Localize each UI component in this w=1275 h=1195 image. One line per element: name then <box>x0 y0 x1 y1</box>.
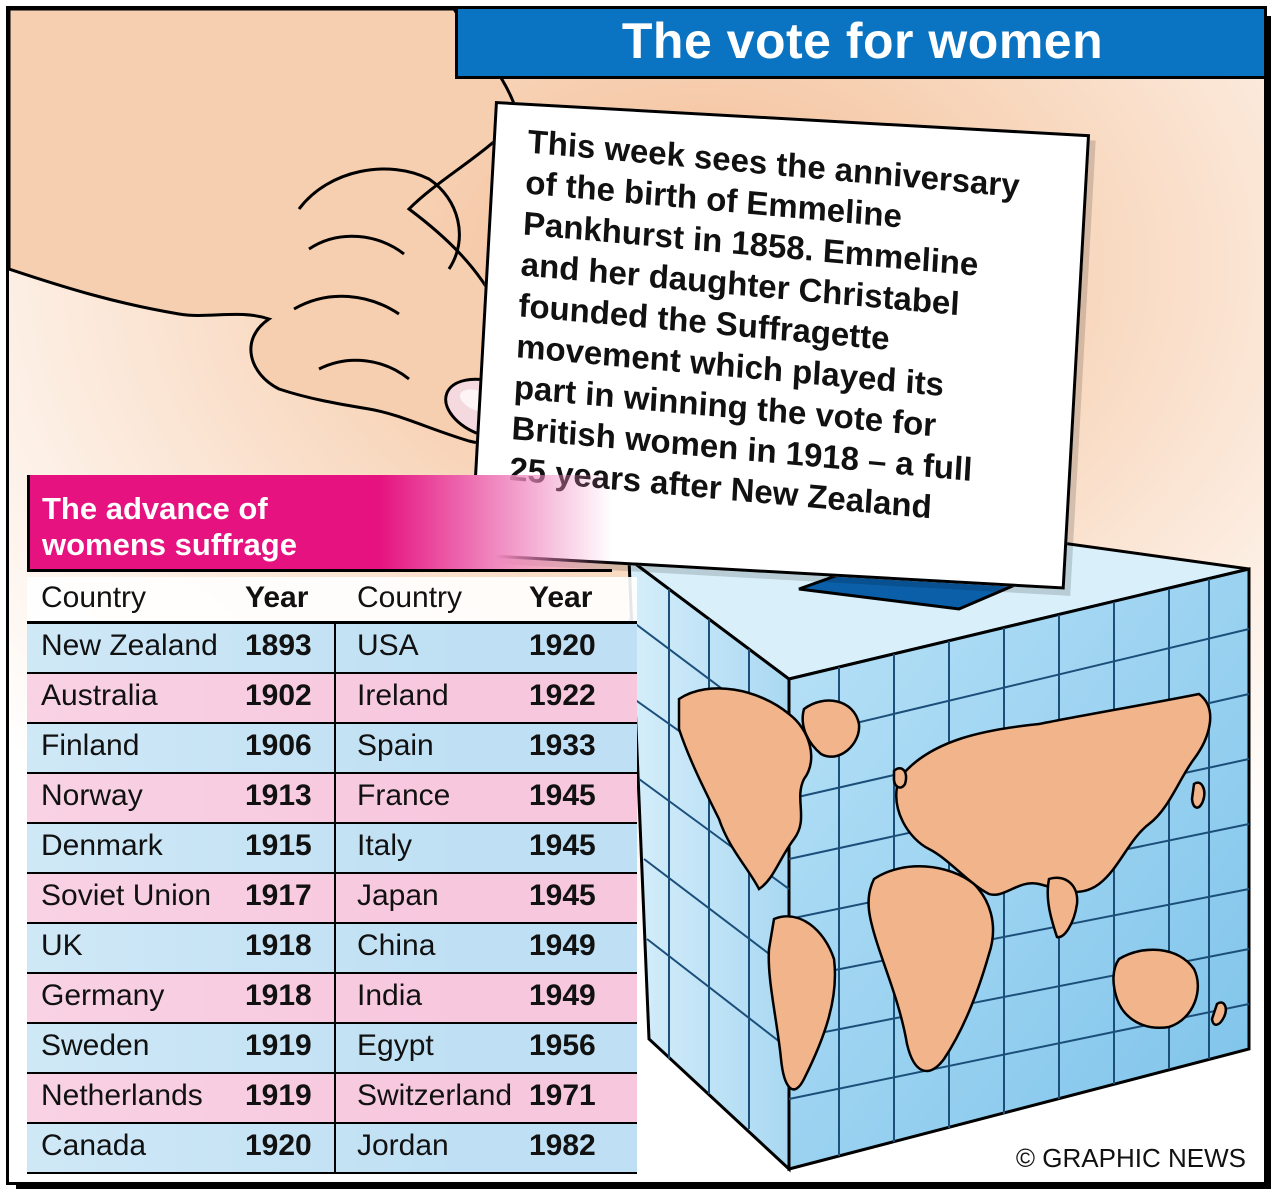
column-divider <box>334 724 336 772</box>
year-cell: 1971 <box>529 1079 596 1112</box>
table-row: Finland 1906 Spain 1933 <box>27 724 637 774</box>
header-country-2: Country <box>357 581 463 614</box>
column-divider <box>334 774 336 822</box>
country-cell: China <box>357 929 436 962</box>
year-cell: 1913 <box>245 779 312 812</box>
table-row: Sweden 1919 Egypt 1956 <box>27 1024 637 1074</box>
year-cell: 1933 <box>529 729 596 762</box>
page-title: The vote for women <box>455 9 1264 79</box>
country-cell: Netherlands <box>41 1079 203 1112</box>
column-divider <box>334 824 336 872</box>
column-divider <box>334 924 336 972</box>
country-cell: Germany <box>41 979 165 1012</box>
column-divider <box>334 1024 336 1072</box>
table-row: Netherlands 1919 Switzerland 1971 <box>27 1074 637 1124</box>
year-cell: 1945 <box>529 779 596 812</box>
year-cell: 1902 <box>245 679 312 712</box>
country-cell: Egypt <box>357 1029 434 1062</box>
year-cell: 1922 <box>529 679 596 712</box>
country-cell: New Zealand <box>41 629 218 662</box>
country-cell: Soviet Union <box>41 879 212 912</box>
country-cell: Norway <box>41 779 143 812</box>
infographic-frame: This week sees the anniversary of the bi… <box>6 6 1267 1185</box>
suffrage-table-heading: The advance of womens suffrage <box>27 475 612 572</box>
country-cell: India <box>357 979 423 1012</box>
column-divider <box>334 974 336 1022</box>
column-divider <box>334 674 336 722</box>
header-year-2: Year <box>529 581 593 614</box>
column-divider <box>334 1074 336 1122</box>
header-year-1: Year <box>245 581 309 614</box>
table-row: UK 1918 China 1949 <box>27 924 637 974</box>
country-cell: Australia <box>41 679 158 712</box>
table-row: Australia 1902 Ireland 1922 <box>27 674 637 724</box>
column-divider <box>334 874 336 922</box>
table-row: New Zealand 1893 USA 1920 <box>27 624 637 674</box>
year-cell: 1919 <box>245 1079 312 1112</box>
country-cell: Ireland <box>357 679 449 712</box>
year-cell: 1945 <box>529 879 596 912</box>
year-cell: 1917 <box>245 879 312 912</box>
credit-line: © GRAPHIC NEWS <box>1015 1143 1246 1173</box>
table-row: Canada 1920 Jordan 1982 <box>27 1124 637 1174</box>
column-divider <box>334 624 336 672</box>
world-map-icon <box>677 687 1228 1091</box>
year-cell: 1920 <box>245 1129 312 1162</box>
year-cell: 1918 <box>245 979 312 1012</box>
country-cell: Switzerland <box>357 1079 513 1112</box>
year-cell: 1982 <box>529 1129 596 1162</box>
table-row: Norway 1913 France 1945 <box>27 774 637 824</box>
year-cell: 1918 <box>245 929 312 962</box>
table-row: Germany 1918 India 1949 <box>27 974 637 1024</box>
country-cell: USA <box>357 629 419 662</box>
country-cell: Jordan <box>357 1129 449 1162</box>
country-cell: Italy <box>357 829 413 862</box>
ballot-box-icon <box>625 517 1251 1173</box>
year-cell: 1956 <box>529 1029 596 1062</box>
country-cell: UK <box>41 929 83 962</box>
country-cell: Spain <box>357 729 434 762</box>
country-cell: Canada <box>41 1129 147 1162</box>
suffrage-table: Country Year Country Year New Zealand 18… <box>27 577 637 1174</box>
country-cell: France <box>357 779 451 812</box>
table-header: Country Year Country Year <box>27 577 637 624</box>
country-cell: Sweden <box>41 1029 150 1062</box>
year-cell: 1949 <box>529 979 596 1012</box>
table-row: Denmark 1915 Italy 1945 <box>27 824 637 874</box>
country-cell: Japan <box>357 879 439 912</box>
year-cell: 1906 <box>245 729 312 762</box>
year-cell: 1920 <box>529 629 596 662</box>
year-cell: 1949 <box>529 929 596 962</box>
year-cell: 1893 <box>245 629 312 662</box>
country-cell: Finland <box>41 729 140 762</box>
year-cell: 1919 <box>245 1029 312 1062</box>
table-row: Soviet Union 1917 Japan 1945 <box>27 874 637 924</box>
header-country-1: Country <box>41 581 147 614</box>
country-cell: Denmark <box>41 829 163 862</box>
year-cell: 1915 <box>245 829 312 862</box>
column-divider <box>334 1124 336 1172</box>
year-cell: 1945 <box>529 829 596 862</box>
